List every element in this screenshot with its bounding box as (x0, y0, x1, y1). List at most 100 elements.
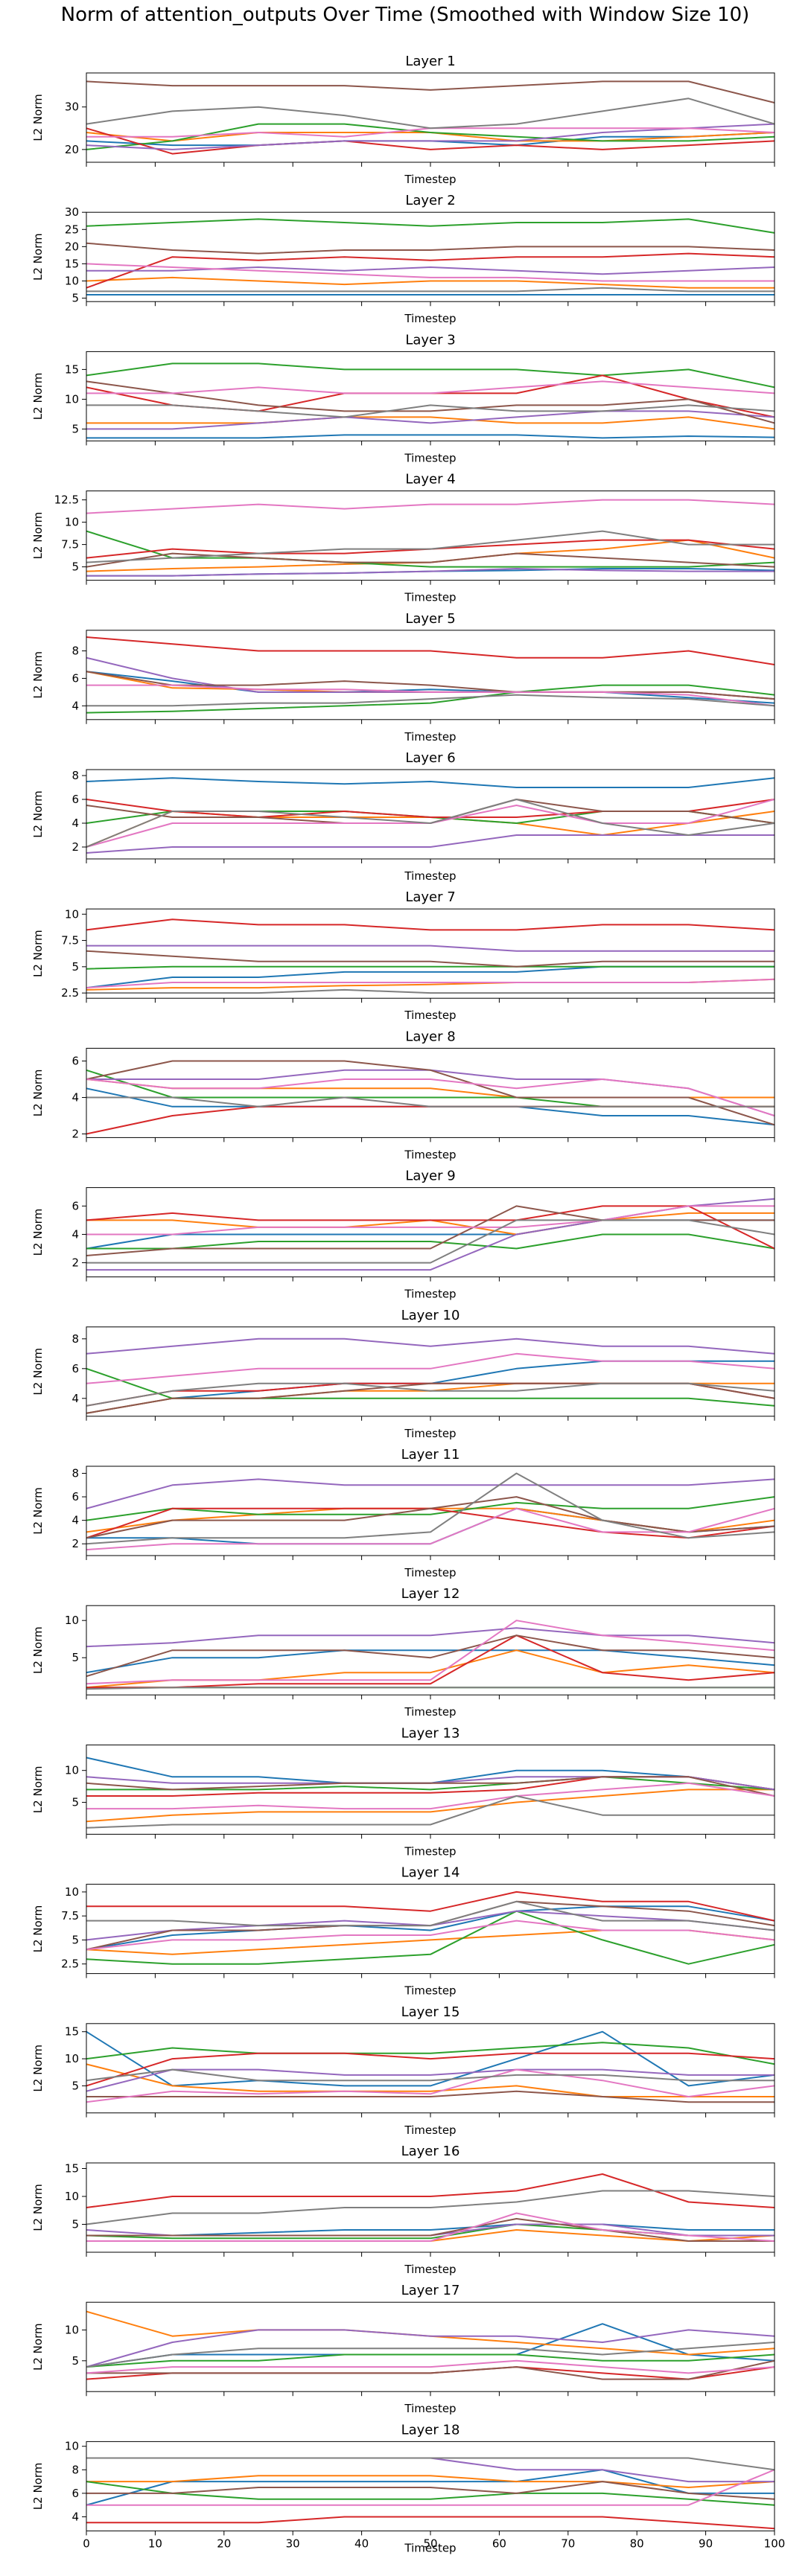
layer-7-ylabel: L2 Norm (31, 930, 45, 977)
layer-1-series-6-line (86, 80, 775, 103)
layer-3-panel: Layer 3 L2 Norm Timestep 5 10 15 (31, 332, 775, 464)
layer-18-xtick-label-4: 40 (354, 2537, 369, 2550)
layer-4-series-6-line (86, 552, 775, 568)
layer-7-ytick-label-1: 5 (71, 960, 79, 974)
layer-4-series-7-line (86, 499, 775, 514)
layer-4-series-3-line (86, 530, 775, 568)
layer-4-ylabel: L2 Norm (31, 512, 45, 560)
layer-12-series-4-line (86, 1634, 775, 1689)
layer-13-series-4-line (86, 1776, 775, 1797)
layer-3-ylabel: L2 Norm (31, 373, 45, 421)
layer-14-ylabel: L2 Norm (31, 1905, 45, 1953)
layer-18-ytick-label-2: 8 (71, 2463, 79, 2476)
layer-15-series-4-line (86, 2052, 775, 2087)
layer-11-series-4-line (86, 1507, 775, 1539)
layer-5-series-8-line (86, 694, 775, 707)
layer-8-ytick-label-1: 4 (71, 1091, 79, 1105)
layer-6-ytick-label-2: 6 (71, 793, 79, 806)
layer-10-ytick-label-1: 6 (71, 1362, 79, 1375)
layer-18-title: Layer 18 (401, 2422, 460, 2438)
layer-10-series-7-line (86, 1352, 775, 1384)
layer-5-title: Layer 5 (405, 611, 455, 627)
layer-7-panel: Layer 7 L2 Norm Timestep 2.5 5 7.5 10 (31, 889, 775, 1022)
layer-11-ytick-label-2: 6 (71, 1490, 79, 1503)
layer-2-xlabel: Timestep (404, 312, 456, 325)
layer-11-series-6-line (86, 1496, 775, 1539)
layer-12-series-5-line (86, 1627, 775, 1648)
layer-15-series-2-line (86, 2063, 775, 2097)
layer-7-ytick-label-0: 2.5 (61, 986, 79, 1000)
layer-15-panel: Layer 15 L2 Norm Timestep 5 10 15 (31, 2004, 775, 2137)
layer-18-xtick-label-2: 20 (217, 2537, 231, 2550)
layer-17-series-6-line (86, 2359, 775, 2380)
layer-8-panel: Layer 8 L2 Norm Timestep 2 4 6 (31, 1029, 775, 1161)
layer-8-series-8-line (86, 1096, 775, 1108)
layer-2-series-8-line (86, 287, 775, 293)
layer-10-panel: Layer 10 L2 Norm Timestep 4 6 8 (31, 1308, 775, 1440)
layer-1-plot-frame (86, 72, 775, 163)
layer-7-series-2-line (86, 978, 775, 991)
layer-2-series-7-line (86, 263, 775, 282)
layer-9-series-3-line (86, 1233, 775, 1250)
layer-15-ylabel: L2 Norm (31, 2045, 45, 2092)
layer-13-series-6-line (86, 1776, 775, 1797)
layer-18-xtick-label-6: 60 (492, 2537, 506, 2550)
layer-15-plot-frame (86, 2023, 775, 2114)
layer-1-series-5-line (86, 123, 775, 150)
layer-2-series-5-line (86, 266, 775, 275)
layer-16-panel: Layer 16 L2 Norm Timestep 5 10 15 (31, 2144, 775, 2276)
layer-9-series-2-line (86, 1212, 775, 1236)
layer-17-xlabel: Timestep (404, 2402, 456, 2415)
layer-2-series-2-line (86, 276, 775, 289)
layer-6-ytick-label-3: 8 (71, 769, 79, 782)
layer-1-series-4-line (86, 127, 775, 155)
layer-15-title: Layer 15 (401, 2004, 460, 2020)
layer-14-series-7-line (86, 1920, 775, 1951)
layer-3-ytick-label-0: 5 (71, 422, 79, 435)
layer-18-xtick-label-8: 80 (630, 2537, 644, 2550)
layer-13-ytick-label-0: 5 (71, 1796, 79, 1809)
layer-6-plot-frame (86, 769, 775, 860)
layer-11-title: Layer 11 (401, 1447, 460, 1463)
layer-10-series-5-line (86, 1337, 775, 1355)
layer-8-series-6-line (86, 1060, 775, 1126)
layer-9-series-8-line (86, 1219, 775, 1264)
layer-16-series-7-line (86, 2212, 775, 2242)
layer-2-panel: Layer 2 L2 Norm Timestep 5 10 15 20 25 30 (31, 193, 775, 325)
layer-2-ytick-label-5: 30 (65, 205, 79, 219)
layer-13-plot-frame (86, 1744, 775, 1835)
layer-17-ytick-label-1: 10 (65, 2323, 79, 2336)
layer-12-series-1-line (86, 1649, 775, 1674)
layer-1-ylabel: L2 Norm (31, 94, 45, 141)
layer-3-series-5-line (86, 410, 775, 430)
layer-14-ytick-label-0: 2.5 (61, 1957, 79, 1971)
layer-14-xlabel: Timestep (404, 1984, 456, 1998)
layer-16-series-1-line (86, 2223, 775, 2237)
layer-18-xtick-label-0: 0 (83, 2537, 90, 2550)
figure-title: Norm of attention_outputs Over Time (Smo… (61, 4, 750, 26)
layer-1-series-8-line (86, 98, 775, 130)
layer-7-series-4-line (86, 918, 775, 931)
layer-14-series-4-line (86, 1891, 775, 1922)
layer-3-plot-frame (86, 351, 775, 441)
layer-16-ytick-label-2: 15 (65, 2162, 79, 2176)
layer-16-ytick-label-1: 10 (65, 2190, 79, 2203)
layer-9-ytick-label-2: 6 (71, 1199, 79, 1212)
layer-13-title: Layer 13 (401, 1725, 460, 1741)
layer-5-series-7-line (86, 684, 775, 707)
layer-9-plot-frame (86, 1187, 775, 1278)
layer-3-ytick-label-1: 10 (65, 392, 79, 406)
layer-5-series-6-line (86, 671, 775, 700)
layer-7-series-6-line (86, 950, 775, 968)
layer-2-ylabel: L2 Norm (31, 233, 45, 281)
layer-10-ylabel: L2 Norm (31, 1348, 45, 1396)
layer-4-ytick-label-1: 7.5 (61, 538, 79, 552)
layer-8-xlabel: Timestep (404, 1148, 456, 1161)
layer-18-xlabel: Timestep (404, 2541, 456, 2554)
layer-14-title: Layer 14 (401, 1865, 460, 1881)
layer-10-title: Layer 10 (401, 1308, 460, 1323)
layer-14-series-3-line (86, 1910, 775, 1965)
layer-6-panel: Layer 6 L2 Norm Timestep 2 4 6 8 (31, 750, 775, 883)
layer-17-plot-frame (86, 2301, 775, 2392)
layer-1-panel: Layer 1 L2 Norm Timestep 20 30 (31, 54, 775, 186)
